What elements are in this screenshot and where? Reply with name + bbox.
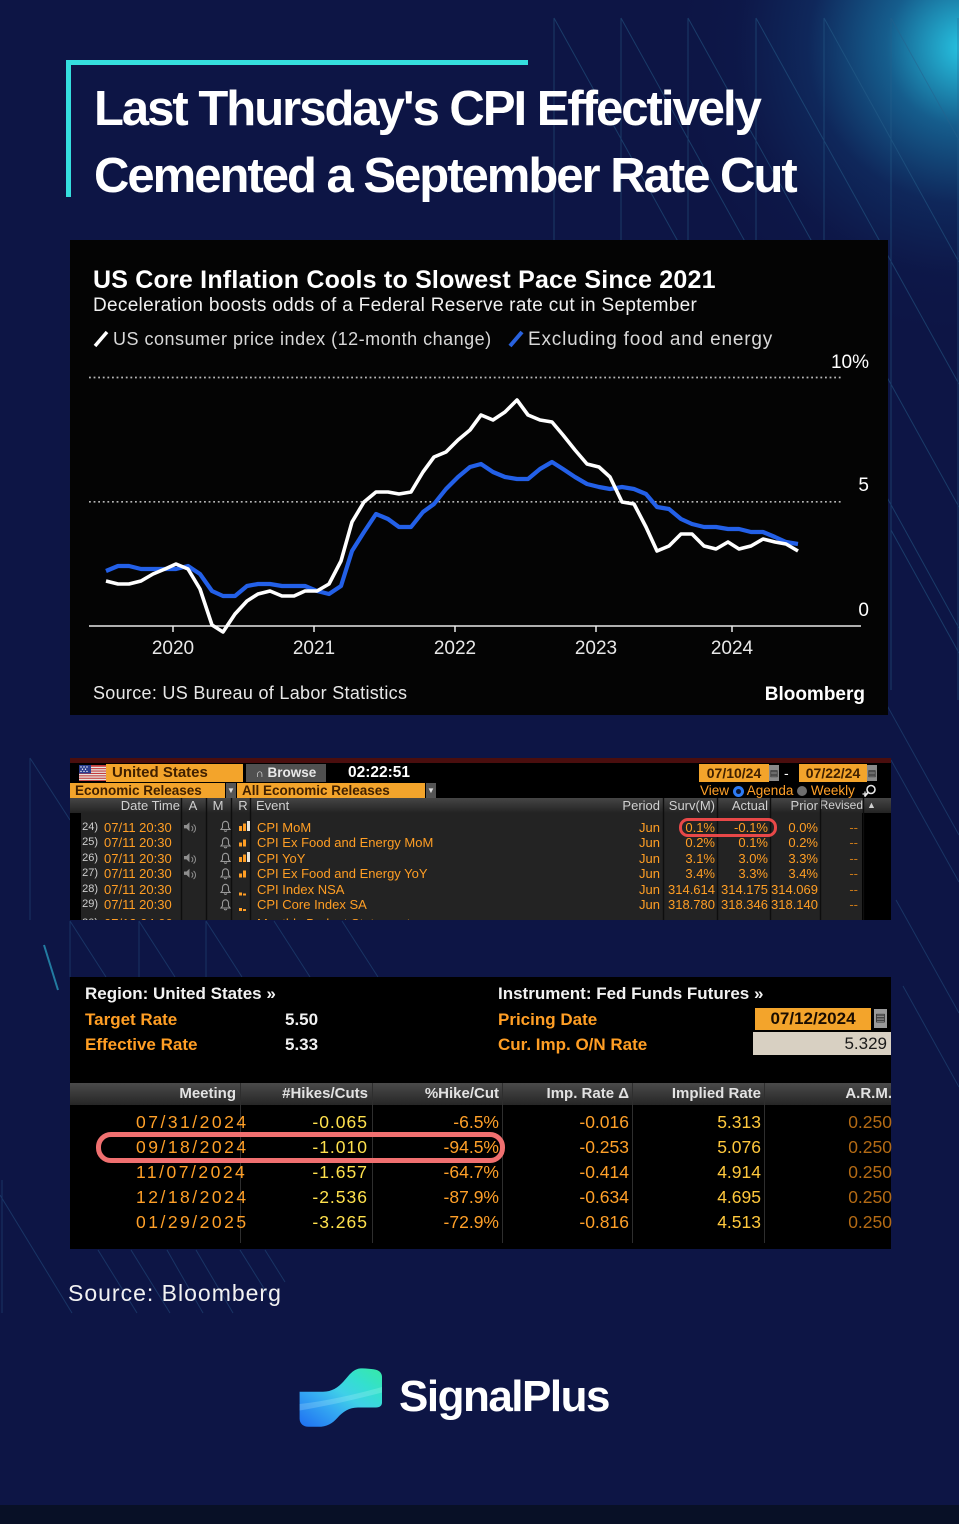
svg-text:2023: 2023	[575, 638, 617, 659]
svg-text:Bloomberg: Bloomberg	[765, 684, 865, 705]
svg-text:2024: 2024	[711, 638, 754, 659]
svg-text:0: 0	[858, 600, 869, 621]
svg-text:Source: US Bureau of Labor Sta: Source: US Bureau of Labor Statistics	[93, 683, 407, 703]
svg-text:SignalPlus: SignalPlus	[399, 1372, 609, 1421]
svg-text:5: 5	[858, 475, 869, 496]
svg-text:US consumer price index (12-mo: US consumer price index (12-month change…	[113, 329, 492, 349]
svg-text:Deceleration boosts odds of a: Deceleration boosts odds of a Federal Re…	[93, 295, 698, 316]
svg-text:Excluding food and energy: Excluding food and energy	[528, 329, 773, 350]
svg-text:2020: 2020	[152, 638, 194, 659]
svg-text:2021: 2021	[293, 638, 335, 659]
svg-text:2022: 2022	[434, 638, 476, 659]
svg-text:10%: 10%	[831, 352, 869, 373]
svg-text:US Core Inflation Cools to Slo: US Core Inflation Cools to Slowest Pace …	[93, 266, 716, 294]
